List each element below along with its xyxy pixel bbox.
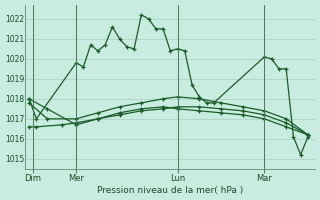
X-axis label: Pression niveau de la mer( hPa ): Pression niveau de la mer( hPa )	[97, 186, 244, 195]
